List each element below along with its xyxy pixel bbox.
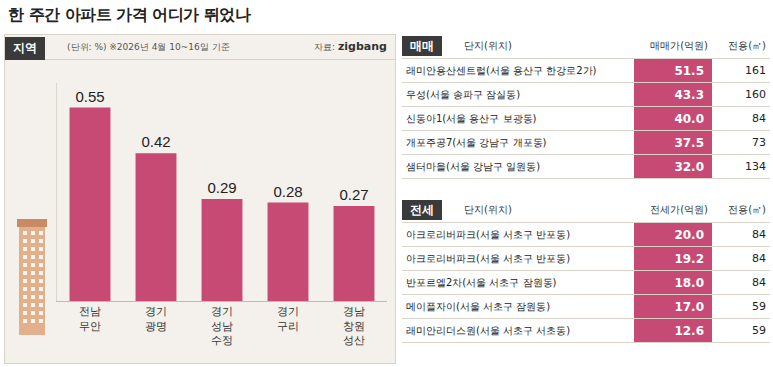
html-text:160: 160 — [745, 88, 766, 101]
html-text:전용(㎡): 전용(㎡) — [728, 204, 766, 215]
html-text:32.0: 32.0 — [674, 159, 704, 174]
html-text:17.0: 17.0 — [674, 299, 704, 314]
html-text:40.0: 40.0 — [674, 111, 704, 126]
svg-text:경기구리: 경기구리 — [277, 305, 299, 332]
html-text:84: 84 — [752, 112, 766, 125]
html-text:18.0: 18.0 — [674, 275, 704, 290]
html-text:59: 59 — [752, 300, 766, 313]
html-text:매매가(억원): 매매가(억원) — [650, 40, 708, 51]
html-text:단지(위치): 단지(위치) — [464, 40, 512, 51]
html-text:전세: 전세 — [410, 202, 434, 217]
html-text:19.2: 19.2 — [674, 251, 704, 266]
html-text:20.0: 20.0 — [674, 227, 704, 242]
html-text:반포르엘2차(서울 서초구 잠원동): 반포르엘2차(서울 서초구 잠원동) — [406, 276, 557, 288]
html-text:지역: 지역 — [13, 41, 37, 55]
svg-text:경남창원성산: 경남창원성산 — [343, 305, 365, 347]
svg-text:경기광명: 경기광명 — [145, 305, 167, 332]
html-text:51.5: 51.5 — [674, 63, 704, 78]
html-text:전세가(억원): 전세가(억원) — [650, 204, 708, 215]
svg-text:0.29: 0.29 — [207, 179, 236, 196]
html-text:전용(㎡): 전용(㎡) — [728, 40, 766, 51]
html-text:73: 73 — [752, 136, 766, 149]
html-text:43.3: 43.3 — [674, 87, 704, 102]
html-text:134: 134 — [745, 160, 766, 173]
html-text:59: 59 — [752, 324, 766, 337]
html-text:매매: 매매 — [410, 38, 434, 53]
svg-text:경기성남수정: 경기성남수정 — [211, 305, 233, 347]
svg-text:0.55: 0.55 — [75, 88, 104, 105]
html-text:84: 84 — [752, 228, 766, 241]
html-text:아크로리버파크(서울 서초구 반포동): 아크로리버파크(서울 서초구 반포동) — [406, 228, 571, 240]
html-text:(단위: %) ※2026년 4월 10~16일 기준: (단위: %) ※2026년 4월 10~16일 기준 — [67, 42, 230, 52]
svg-text:0.28: 0.28 — [273, 183, 302, 200]
html-text:개포주공7(서울 강남구 개포동): 개포주공7(서울 강남구 개포동) — [406, 136, 547, 148]
html-text:84: 84 — [752, 276, 766, 289]
html-text:우성(서울 송파구 잠실동): 우성(서울 송파구 잠실동) — [406, 88, 521, 100]
html-text:신동아1(서울 용산구 보광동): 신동아1(서울 용산구 보광동) — [406, 112, 537, 124]
html-text:단지(위치): 단지(위치) — [464, 204, 512, 215]
svg-text:전남무안: 전남무안 — [79, 305, 101, 332]
html-text:메이플자이(서울 서초구 잠원동): 메이플자이(서울 서초구 잠원동) — [406, 300, 551, 312]
html-text:한 주간 아파트 가격 어디가 뛰었나: 한 주간 아파트 가격 어디가 뛰었나 — [8, 5, 251, 24]
html-text:아크로리버파크(서울 서초구 반포동): 아크로리버파크(서울 서초구 반포동) — [406, 252, 571, 264]
html-text:래미안용산센트럴(서울 용산구 한강로2가): 래미안용산센트럴(서울 용산구 한강로2가) — [406, 64, 597, 76]
html-text:래미안리더스원(서울 서초구 서초동): 래미안리더스원(서울 서초구 서초동) — [406, 324, 571, 336]
svg-text:0.27: 0.27 — [339, 186, 368, 203]
html-text:161: 161 — [745, 64, 766, 77]
html-text:84: 84 — [752, 252, 766, 265]
html-text:샘터마을(서울 강남구 일원동): 샘터마을(서울 강남구 일원동) — [406, 160, 541, 172]
html-text:12.6: 12.6 — [674, 323, 704, 338]
html-text:자료:zigbang: 자료:zigbang — [314, 40, 387, 53]
svg-text:0.42: 0.42 — [141, 133, 170, 150]
html-text:37.5: 37.5 — [674, 135, 704, 150]
